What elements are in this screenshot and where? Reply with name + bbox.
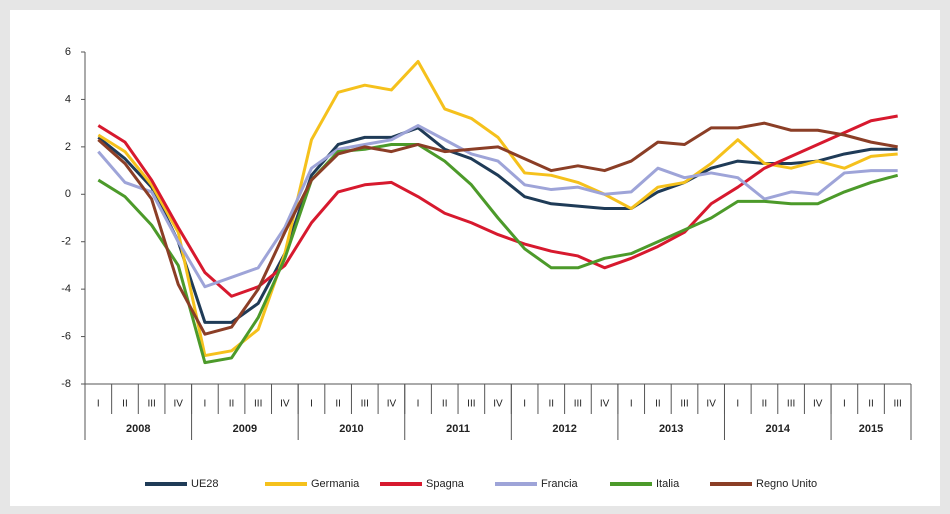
- year-label: 2013: [659, 423, 683, 435]
- x-tick-label: I: [417, 399, 420, 410]
- series-line: [97, 124, 898, 289]
- year-label: 2008: [126, 423, 150, 435]
- year-label: 2009: [233, 423, 257, 435]
- x-tick-label: I: [310, 399, 313, 410]
- x-tick-label: IV: [387, 399, 397, 410]
- x-tick-label: II: [442, 399, 448, 410]
- x-tick-label: II: [762, 399, 768, 410]
- series-line: [97, 59, 898, 358]
- x-tick-label: I: [97, 399, 100, 410]
- year-label: 2012: [552, 423, 576, 435]
- x-tick-label: III: [680, 399, 688, 410]
- year-label: 2011: [446, 423, 470, 435]
- x-tick-label: IV: [493, 399, 503, 410]
- x-tick-label: III: [467, 399, 475, 410]
- y-tick-label: 2: [65, 141, 71, 153]
- x-tick-label: I: [736, 399, 739, 410]
- x-tick-label: I: [523, 399, 526, 410]
- year-label: 2010: [339, 423, 363, 435]
- x-tick-label: III: [574, 399, 582, 410]
- panel: [10, 10, 940, 506]
- series-line: [97, 121, 898, 336]
- x-tick-label: III: [254, 399, 262, 410]
- x-tick-label: II: [868, 399, 874, 410]
- legend-label: Germania: [311, 478, 360, 490]
- x-tick-label: IV: [600, 399, 610, 410]
- y-tick-label: -4: [61, 283, 71, 295]
- y-tick-label: 6: [65, 46, 71, 58]
- legend-label: Italia: [656, 478, 680, 490]
- x-tick-label: II: [122, 399, 128, 410]
- x-tick-label: II: [335, 399, 341, 410]
- x-tick-label: I: [843, 399, 846, 410]
- x-tick-label: IV: [813, 399, 823, 410]
- y-tick-label: -8: [61, 378, 71, 390]
- x-tick-label: I: [630, 399, 633, 410]
- legend-label: Regno Unito: [756, 478, 817, 490]
- x-tick-label: II: [549, 399, 555, 410]
- legend-label: UE28: [191, 478, 219, 490]
- x-tick-label: II: [655, 399, 661, 410]
- y-tick-label: -2: [61, 236, 71, 248]
- legend-label: Francia: [541, 478, 579, 490]
- x-tick-label: III: [894, 399, 902, 410]
- legend-label: Spagna: [426, 478, 465, 490]
- x-tick-label: IV: [706, 399, 716, 410]
- year-label: 2014: [766, 423, 791, 435]
- y-tick-label: 0: [65, 188, 71, 200]
- series-line: [97, 114, 898, 298]
- series-line: [97, 142, 899, 365]
- y-tick-label: -6: [61, 330, 71, 342]
- x-tick-label: II: [229, 399, 235, 410]
- x-tick-label: III: [147, 399, 155, 410]
- x-tick-label: IV: [280, 399, 290, 410]
- x-tick-label: III: [361, 399, 369, 410]
- x-tick-label: III: [787, 399, 795, 410]
- y-tick-label: 4: [65, 93, 71, 105]
- x-tick-label: I: [204, 399, 207, 410]
- year-label: 2015: [859, 423, 883, 435]
- x-tick-label: IV: [174, 399, 184, 410]
